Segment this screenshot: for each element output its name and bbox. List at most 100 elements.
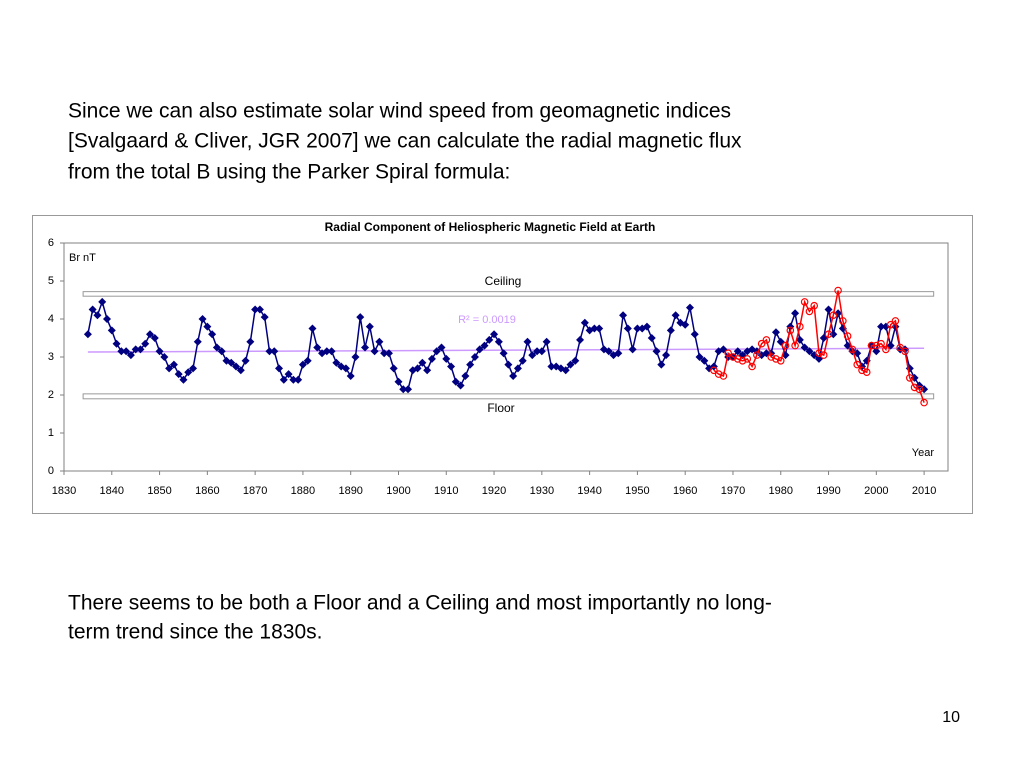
data-point bbox=[839, 317, 847, 325]
data-point bbox=[824, 330, 833, 339]
data-point bbox=[203, 322, 212, 331]
data-point bbox=[772, 355, 780, 363]
data-point bbox=[289, 375, 298, 384]
x-tick-label: 1880 bbox=[291, 485, 315, 497]
data-point bbox=[685, 303, 694, 312]
data-point bbox=[905, 374, 914, 382]
data-point bbox=[93, 311, 102, 320]
data-point bbox=[432, 347, 441, 356]
data-point bbox=[843, 332, 852, 340]
data-point bbox=[198, 315, 207, 323]
data-point bbox=[169, 360, 178, 369]
y-tick-label: 3 bbox=[48, 351, 54, 363]
data-point bbox=[246, 337, 255, 346]
data-point bbox=[451, 377, 460, 386]
data-point bbox=[227, 358, 236, 367]
data-point bbox=[580, 318, 589, 327]
data-point bbox=[537, 347, 546, 356]
data-point bbox=[509, 372, 518, 380]
data-point bbox=[781, 341, 790, 350]
data-point bbox=[456, 381, 465, 390]
y-tick-label: 0 bbox=[48, 465, 54, 477]
data-point bbox=[346, 372, 355, 380]
plot: 0 1 2 3 4 5 6 1830 1840 1850 1860 1870 1880 1890 1900 1… bbox=[48, 237, 936, 497]
data-point bbox=[819, 351, 828, 359]
data-point bbox=[447, 362, 456, 371]
data-point bbox=[590, 324, 599, 333]
data-point bbox=[872, 341, 881, 350]
data-point bbox=[901, 347, 909, 356]
data-point bbox=[666, 326, 675, 335]
data-point bbox=[141, 339, 150, 348]
text-line: There seems to be both a Floor and a Cei… bbox=[68, 592, 772, 615]
data-point bbox=[533, 347, 542, 356]
x-tick-label: 1950 bbox=[625, 485, 649, 497]
data-point bbox=[341, 364, 350, 373]
data-point bbox=[528, 351, 537, 360]
data-point bbox=[733, 355, 742, 363]
x-tick-label: 1830 bbox=[52, 485, 76, 497]
data-point bbox=[886, 320, 895, 329]
data-point bbox=[265, 347, 274, 356]
data-point bbox=[103, 315, 112, 323]
trendline-label: R² = 0.0019 bbox=[458, 314, 516, 326]
x-tick-label: 1850 bbox=[147, 485, 171, 497]
data-point bbox=[174, 370, 183, 379]
data-point bbox=[920, 398, 928, 407]
data-point bbox=[867, 341, 876, 350]
data-point bbox=[652, 347, 661, 356]
data-point bbox=[504, 360, 513, 369]
data-point bbox=[805, 307, 814, 316]
text-line: term trend since the 1830s. bbox=[68, 621, 322, 644]
data-point bbox=[877, 339, 885, 348]
paragraph-1: Since we can also estimate solar wind sp… bbox=[68, 100, 742, 184]
data-point bbox=[862, 368, 871, 377]
data-point bbox=[298, 360, 307, 369]
x-tick-label: 1970 bbox=[721, 485, 745, 497]
data-point bbox=[561, 366, 570, 375]
data-point bbox=[179, 375, 188, 384]
data-point bbox=[494, 337, 503, 346]
data-point bbox=[131, 345, 140, 354]
data-point bbox=[834, 286, 842, 295]
data-point bbox=[805, 347, 814, 356]
data-point bbox=[165, 364, 174, 373]
x-tick-label: 1960 bbox=[673, 485, 697, 497]
data-point bbox=[566, 360, 575, 369]
y-axis-label: Br nT bbox=[69, 252, 96, 264]
data-point bbox=[308, 324, 317, 333]
data-point bbox=[733, 347, 742, 356]
data-point bbox=[614, 349, 623, 358]
data-point bbox=[623, 324, 632, 333]
data-point bbox=[499, 349, 508, 358]
data-point bbox=[270, 347, 279, 356]
data-point bbox=[485, 335, 494, 344]
data-point bbox=[690, 330, 699, 339]
data-point bbox=[633, 324, 642, 333]
data-point bbox=[461, 372, 470, 380]
data-point bbox=[126, 351, 135, 360]
data-point bbox=[275, 364, 284, 373]
x-axis-label: Year bbox=[912, 447, 935, 459]
data-point bbox=[910, 383, 919, 392]
data-point bbox=[279, 375, 288, 384]
data-point bbox=[671, 311, 680, 320]
data-point bbox=[719, 372, 728, 380]
data-point bbox=[695, 353, 704, 361]
data-point bbox=[800, 343, 809, 352]
data-point bbox=[853, 360, 862, 369]
page-number: 10 bbox=[942, 709, 960, 726]
data-point bbox=[724, 349, 732, 358]
x-tick-label: 1990 bbox=[816, 485, 840, 497]
x-tick-label: 1860 bbox=[195, 485, 219, 497]
data-point bbox=[915, 385, 924, 394]
data-point bbox=[762, 336, 771, 344]
data-point bbox=[513, 364, 522, 373]
data-point bbox=[384, 349, 393, 358]
data-point bbox=[370, 347, 379, 356]
ceiling-label: Ceiling bbox=[485, 274, 522, 288]
data-point bbox=[891, 317, 900, 325]
data-point bbox=[136, 345, 145, 354]
data-point bbox=[791, 309, 800, 318]
